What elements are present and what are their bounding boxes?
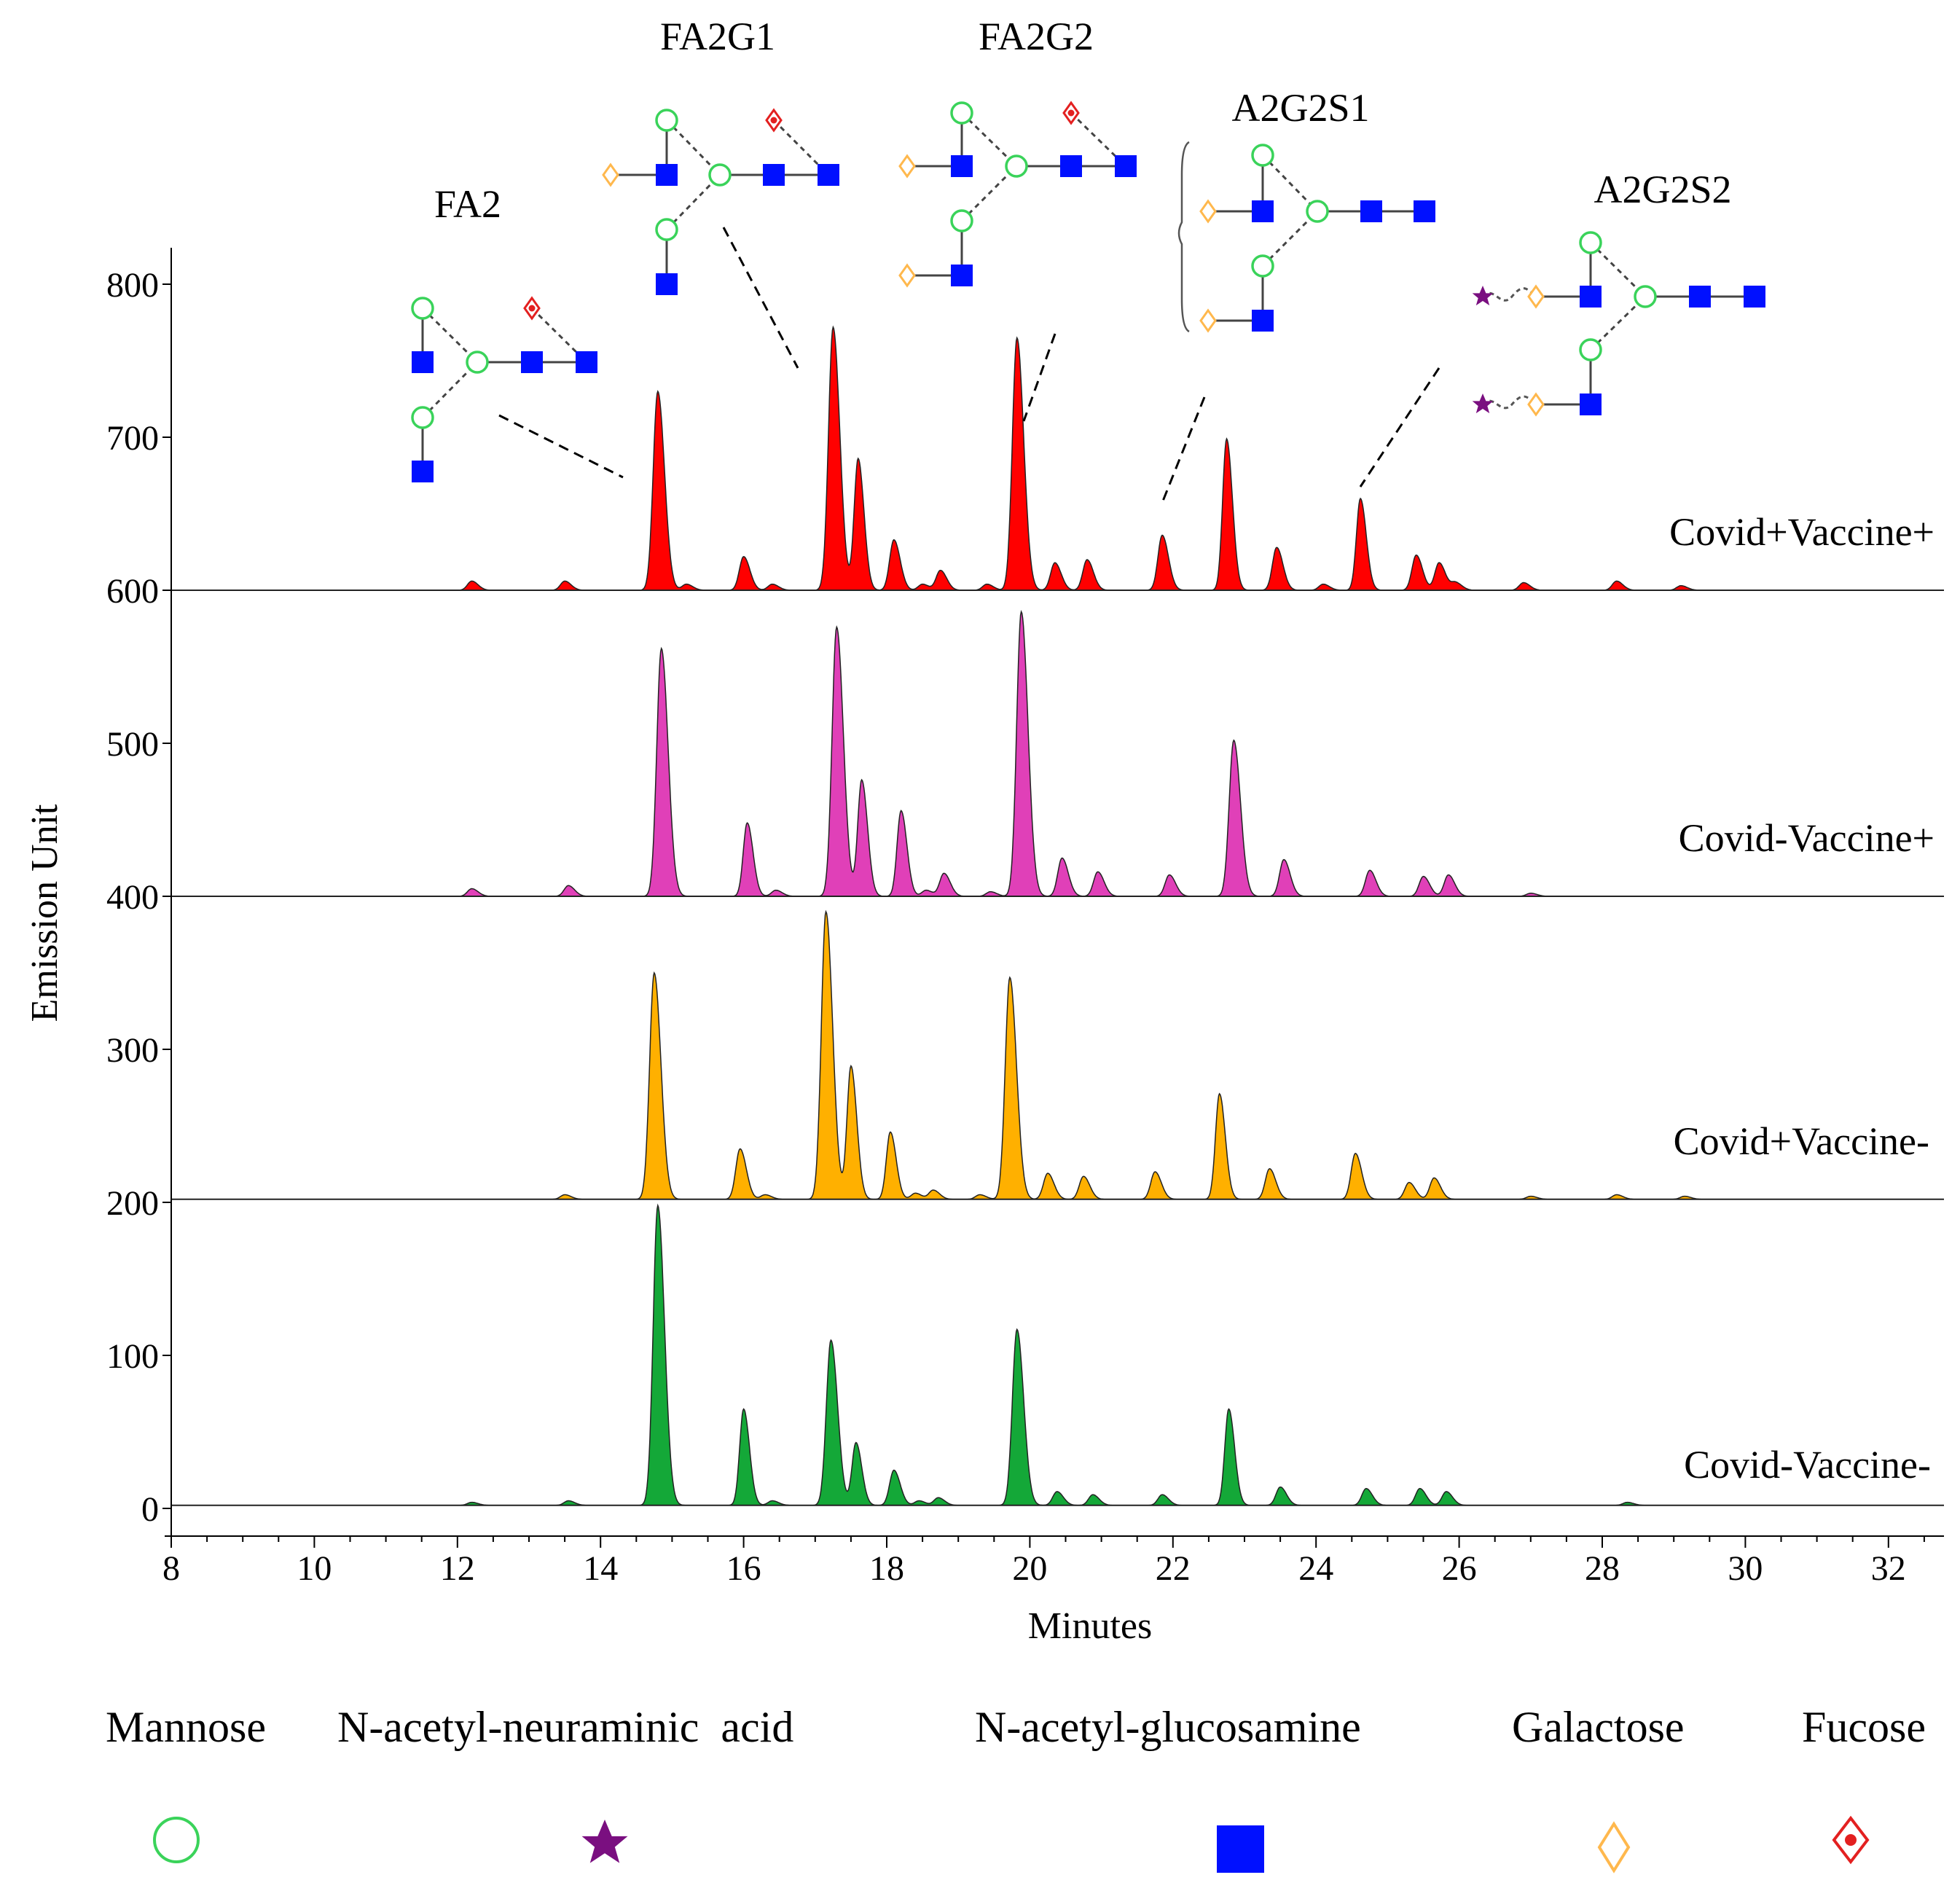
series-covid-vaccine- xyxy=(171,909,1944,1200)
x-tick-label: 16 xyxy=(726,1549,761,1588)
legend-item-glucosamine: N-acetyl-glucosamine xyxy=(975,1703,1361,1873)
legend-label-mannose: Mannose xyxy=(106,1703,266,1751)
diamond-icon xyxy=(1597,1821,1631,1873)
legend-label-glucosamine: N-acetyl-glucosamine xyxy=(975,1703,1361,1751)
mannose-icon xyxy=(153,1817,200,1863)
star-icon xyxy=(581,1820,628,1863)
series-labels: Covid+Vaccine+ Covid-Vaccine+ Covid+Vaccin… xyxy=(1669,510,1934,1487)
legend-item-mannose: Mannose xyxy=(106,1703,266,1863)
y-tick-label: 300 xyxy=(106,1031,159,1070)
x-tick-label: 26 xyxy=(1442,1549,1477,1588)
x-tick-label: 20 xyxy=(1012,1549,1047,1588)
x-tick-label: 18 xyxy=(869,1549,904,1588)
glycan-a2g2s2-structure xyxy=(1359,231,1765,488)
series-covid-vaccine- xyxy=(171,325,1944,591)
square-icon xyxy=(1217,1825,1264,1873)
annotation-a2g2s2: A2G2S2 xyxy=(1594,168,1731,211)
glycan-fa2g1-structure xyxy=(602,109,839,369)
y-tick-label: 500 xyxy=(106,725,159,764)
legend-label-neuraminic-acid: N-acetyl-neuraminic acid xyxy=(337,1703,793,1751)
annotation-fa2: FA2 xyxy=(434,182,501,226)
annotation-fa2g1: FA2G1 xyxy=(660,15,775,58)
y-tick-label: 200 xyxy=(106,1184,159,1223)
annotation-fa2g2: FA2G2 xyxy=(979,15,1094,58)
series-label: Covid-Vaccine+ xyxy=(1679,816,1934,860)
series-trace xyxy=(421,1203,1853,1506)
glycan-fa2-structure xyxy=(411,297,624,482)
legend-item-neuraminic-acid: N-acetyl-neuraminic acid xyxy=(337,1703,793,1863)
series-trace xyxy=(421,610,1853,897)
x-tick-label: 28 xyxy=(1585,1549,1620,1588)
x-axis-ticks: 8 10 12 14 16 18 20 22 24 26 28 30 32 xyxy=(162,1536,1925,1588)
x-tick-label: 30 xyxy=(1728,1549,1763,1588)
y-tick-label: 600 xyxy=(106,572,159,611)
legend-item-fucose: Fucose xyxy=(1802,1703,1926,1865)
series-label: Covid+Vaccine- xyxy=(1674,1119,1929,1163)
glycan-a2g2s1-structure xyxy=(1161,141,1435,504)
x-tick-label: 12 xyxy=(440,1549,475,1588)
series-label: Covid+Vaccine+ xyxy=(1669,510,1934,554)
series-covid-vaccine- xyxy=(171,1203,1944,1506)
glycan-fa2g2-structure xyxy=(898,101,1137,422)
y-axis-title: Emission Unit xyxy=(24,804,66,1022)
legend-label-fucose: Fucose xyxy=(1802,1703,1926,1751)
annotation-a2g2s1: A2G2S1 xyxy=(1231,86,1369,130)
legend-label-galactose: Galactose xyxy=(1512,1703,1685,1751)
series-covid-vaccine- xyxy=(171,610,1944,897)
legend: Mannose N-acetyl-neuraminic acid N-acety… xyxy=(106,1703,1926,1873)
y-tick-label: 700 xyxy=(106,419,159,458)
x-tick-label: 24 xyxy=(1298,1549,1333,1588)
y-tick-label: 0 xyxy=(141,1490,159,1529)
glycan-annotations: FA2 FA2G1 FA2G2 A2G2S1 A2G2S2 xyxy=(411,15,1765,504)
y-tick-label: 400 xyxy=(106,878,159,917)
y-tick-label: 800 xyxy=(106,266,159,305)
x-tick-label: 8 xyxy=(162,1549,180,1588)
series-trace xyxy=(421,325,1853,591)
y-axis-ticks: 0 100 200 300 400 500 600 700 800 xyxy=(106,266,171,1529)
legend-item-galactose: Galactose xyxy=(1512,1703,1685,1873)
x-tick-label: 14 xyxy=(583,1549,618,1588)
series-trace xyxy=(421,909,1853,1200)
chromatogram-traces xyxy=(171,325,1944,1506)
x-axis-title: Minutes xyxy=(1028,1605,1152,1647)
x-tick-label: 22 xyxy=(1156,1549,1191,1588)
fucose-icon xyxy=(1832,1815,1870,1865)
series-label: Covid-Vaccine- xyxy=(1684,1443,1931,1487)
x-tick-label: 10 xyxy=(297,1549,332,1588)
y-tick-label: 100 xyxy=(106,1337,159,1376)
x-tick-label: 32 xyxy=(1871,1549,1906,1588)
